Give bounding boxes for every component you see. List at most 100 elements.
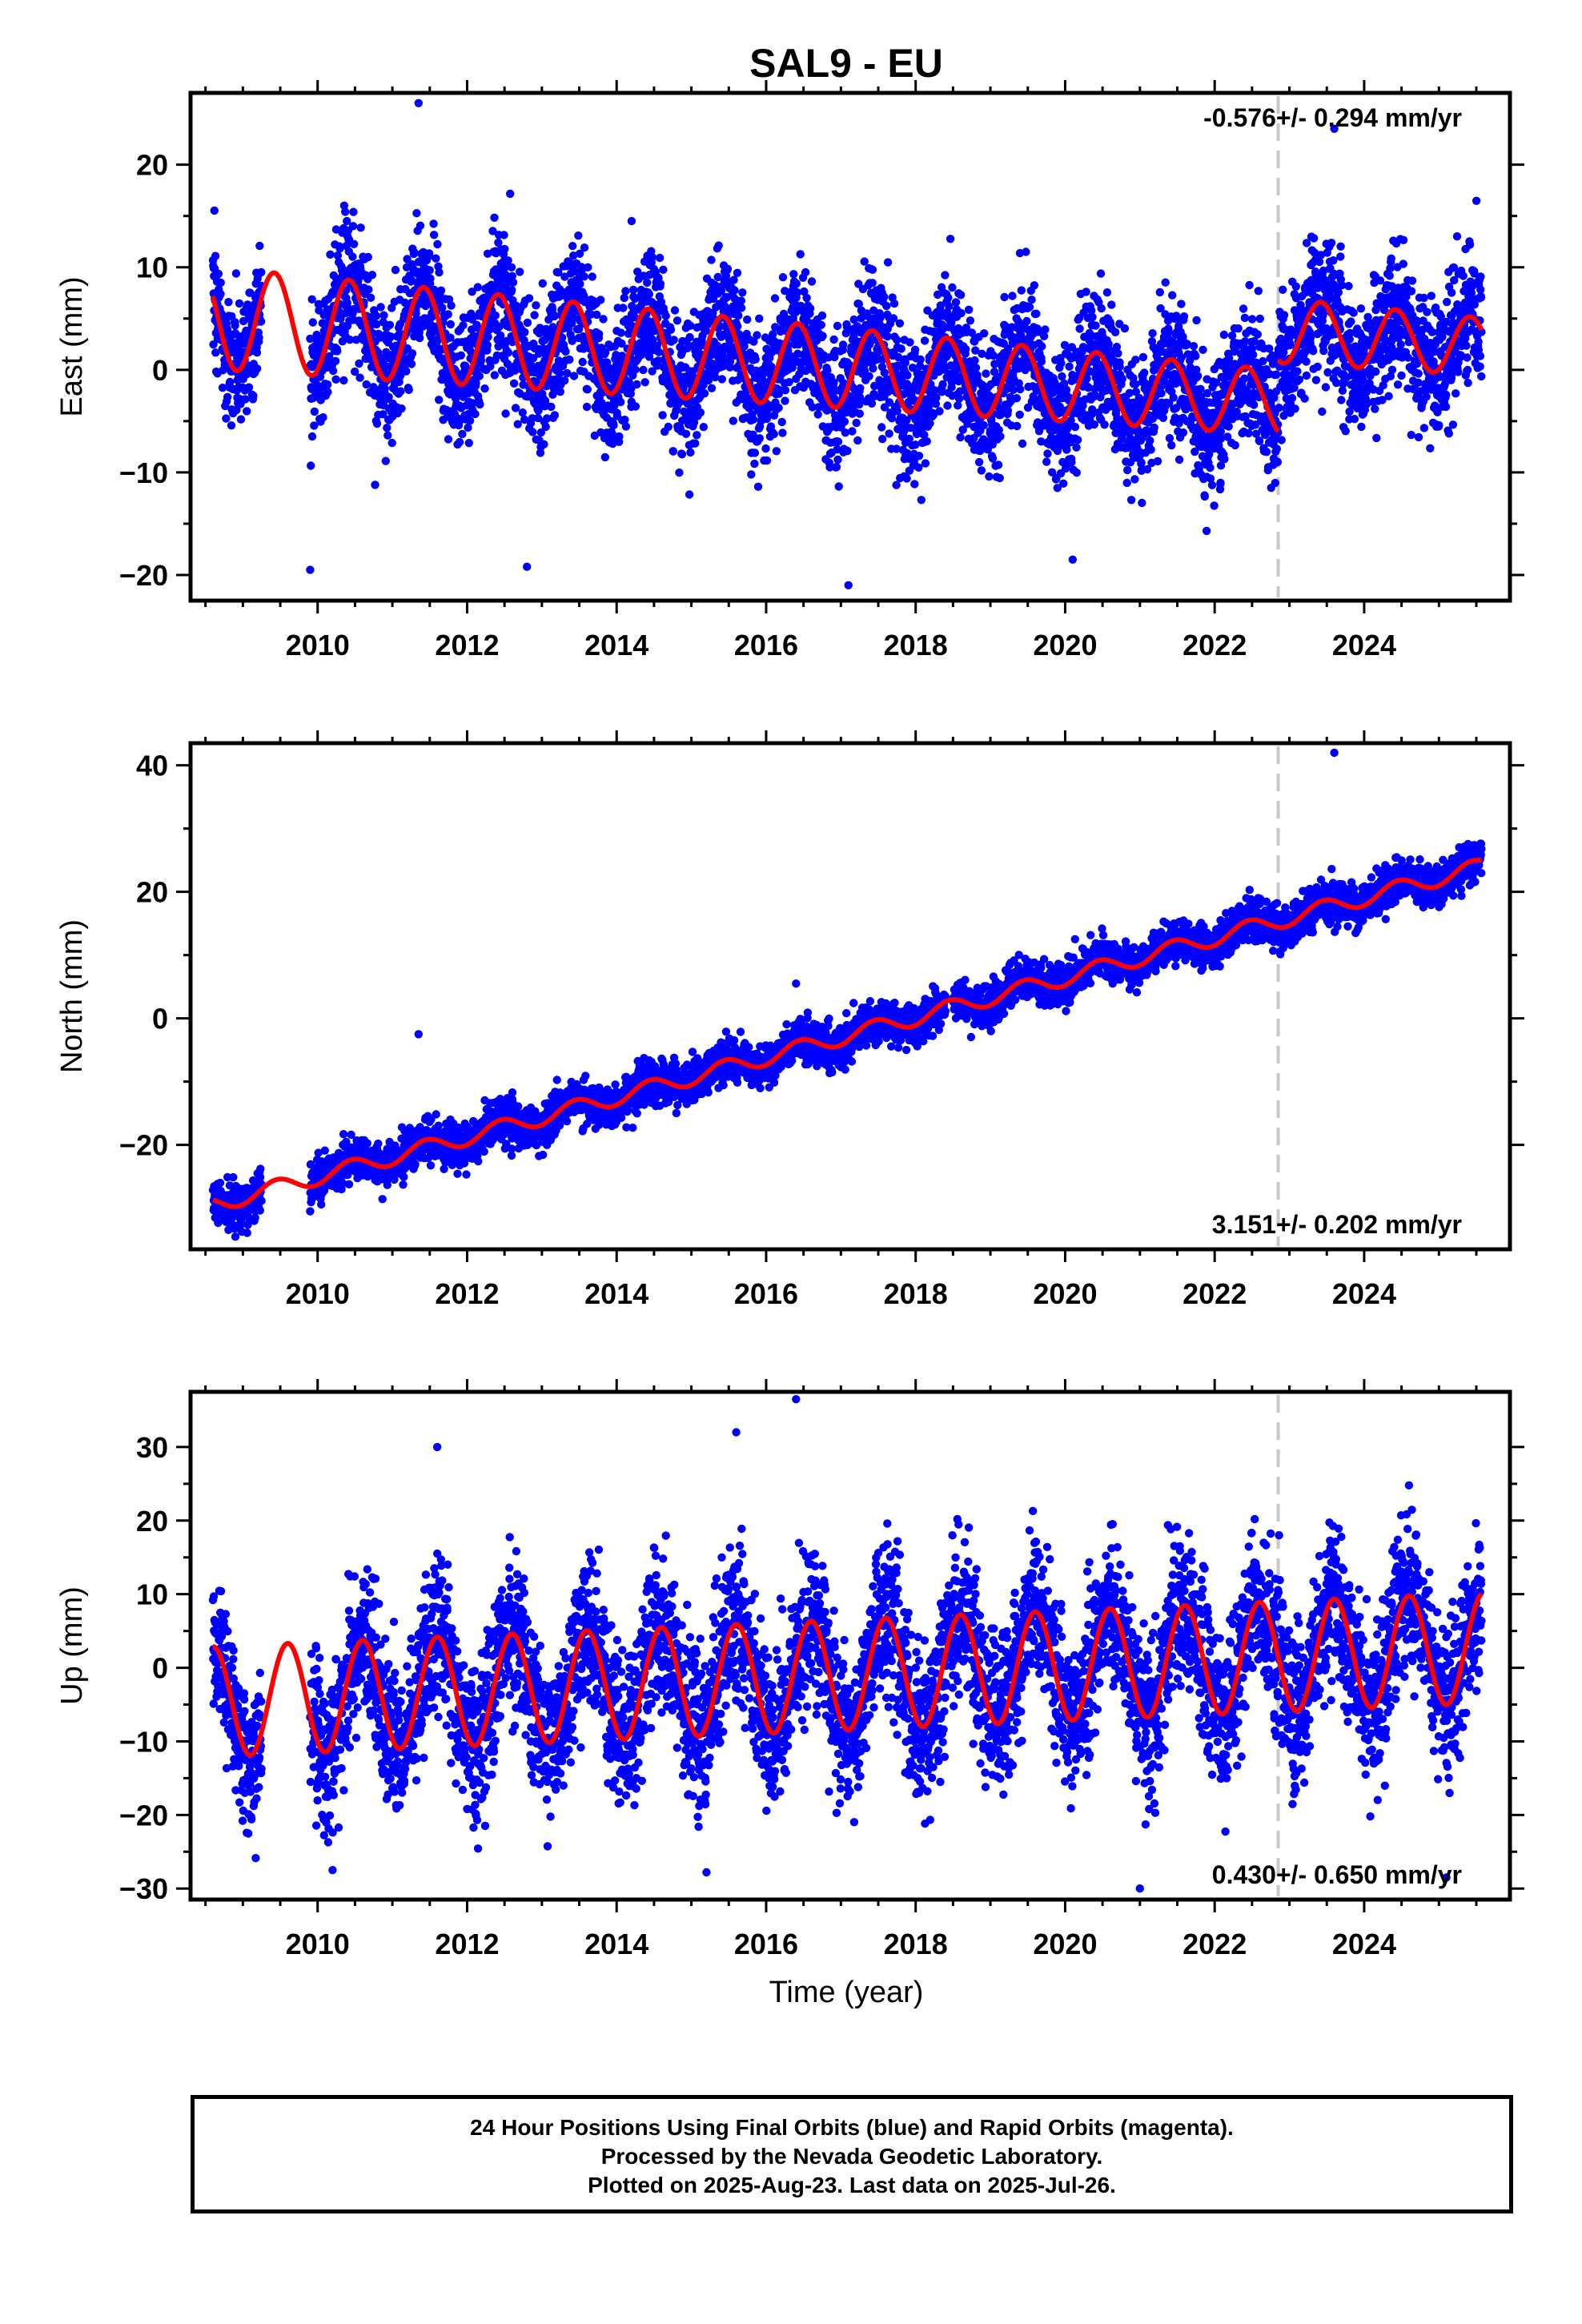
data-point bbox=[547, 402, 556, 412]
data-point bbox=[833, 437, 843, 446]
data-point bbox=[901, 358, 910, 368]
data-point bbox=[310, 421, 319, 430]
data-point bbox=[1088, 405, 1097, 414]
data-point bbox=[944, 293, 953, 302]
data-point bbox=[893, 361, 902, 370]
data-point bbox=[1168, 291, 1177, 300]
data-point bbox=[1025, 303, 1034, 312]
data-point bbox=[883, 332, 892, 341]
data-point bbox=[1034, 328, 1043, 336]
data-point bbox=[501, 409, 510, 418]
data-point bbox=[210, 206, 219, 215]
data-point bbox=[387, 332, 396, 341]
data-point bbox=[1302, 357, 1311, 366]
data-point bbox=[914, 463, 923, 472]
data-point bbox=[1349, 308, 1358, 317]
data-point bbox=[700, 389, 709, 398]
data-point bbox=[1207, 480, 1217, 489]
data-point bbox=[569, 313, 578, 322]
data-point bbox=[841, 428, 850, 437]
data-point bbox=[1091, 321, 1100, 330]
data-point bbox=[1088, 312, 1097, 322]
data-point bbox=[416, 333, 424, 343]
data-point bbox=[568, 242, 577, 251]
data-point bbox=[1196, 384, 1205, 393]
data-point bbox=[306, 334, 315, 344]
data-point bbox=[921, 459, 930, 468]
data-point bbox=[471, 409, 480, 419]
data-point bbox=[455, 437, 464, 447]
data-point bbox=[648, 336, 657, 344]
data-point bbox=[1291, 404, 1299, 413]
data-point bbox=[1329, 256, 1338, 265]
data-point bbox=[223, 392, 232, 401]
data-point bbox=[491, 311, 500, 320]
data-point bbox=[941, 271, 950, 279]
data-point bbox=[355, 359, 363, 368]
data-point bbox=[243, 407, 251, 416]
data-point bbox=[459, 321, 468, 330]
data-point bbox=[964, 305, 974, 314]
data-point bbox=[878, 435, 887, 444]
data-point bbox=[372, 419, 382, 428]
data-point bbox=[1053, 484, 1062, 493]
data-point bbox=[500, 244, 509, 254]
data-point bbox=[943, 401, 952, 410]
data-point bbox=[409, 247, 419, 256]
data-point bbox=[575, 249, 584, 258]
data-point bbox=[865, 372, 873, 380]
data-point bbox=[855, 392, 865, 402]
data-point bbox=[749, 337, 758, 346]
data-point bbox=[1032, 386, 1041, 395]
data-point bbox=[1244, 428, 1253, 438]
data-point bbox=[946, 235, 955, 243]
data-point bbox=[1255, 436, 1264, 445]
data-point bbox=[576, 279, 584, 288]
data-point bbox=[1065, 362, 1074, 371]
data-point bbox=[1115, 362, 1124, 372]
data-point bbox=[500, 231, 508, 239]
data-point bbox=[627, 384, 636, 393]
data-point bbox=[903, 371, 912, 380]
data-point bbox=[711, 372, 720, 382]
data-point bbox=[793, 288, 802, 297]
data-point bbox=[1262, 448, 1271, 456]
data-point bbox=[631, 365, 640, 374]
data-point bbox=[1008, 292, 1017, 300]
data-point bbox=[880, 368, 889, 377]
data-point bbox=[486, 362, 495, 371]
data-point bbox=[628, 285, 638, 295]
data-point bbox=[1205, 450, 1214, 459]
data-point bbox=[1100, 420, 1109, 429]
data-point bbox=[560, 376, 569, 385]
data-point bbox=[948, 283, 957, 292]
data-point bbox=[616, 397, 625, 407]
data-point bbox=[838, 340, 848, 349]
data-point bbox=[1032, 309, 1041, 318]
data-point bbox=[666, 325, 676, 334]
data-point bbox=[729, 275, 738, 284]
data-point bbox=[511, 404, 520, 412]
data-point bbox=[956, 291, 966, 300]
data-point bbox=[464, 439, 473, 448]
data-point bbox=[561, 347, 570, 356]
data-point bbox=[686, 448, 695, 457]
data-point bbox=[1131, 356, 1140, 364]
data-point bbox=[348, 252, 357, 261]
data-point bbox=[1203, 388, 1212, 398]
data-point bbox=[570, 267, 579, 276]
data-point bbox=[868, 279, 877, 287]
data-point bbox=[429, 231, 439, 239]
data-point bbox=[355, 373, 364, 382]
data-point bbox=[371, 480, 379, 489]
data-point bbox=[833, 455, 842, 464]
data-point bbox=[1239, 304, 1248, 313]
data-point bbox=[777, 417, 786, 427]
data-point bbox=[1123, 465, 1132, 475]
data-point bbox=[615, 432, 624, 441]
data-point bbox=[1118, 374, 1127, 384]
data-point bbox=[988, 454, 998, 463]
data-point bbox=[524, 294, 534, 303]
data-point bbox=[1245, 280, 1254, 290]
data-point bbox=[954, 394, 964, 403]
